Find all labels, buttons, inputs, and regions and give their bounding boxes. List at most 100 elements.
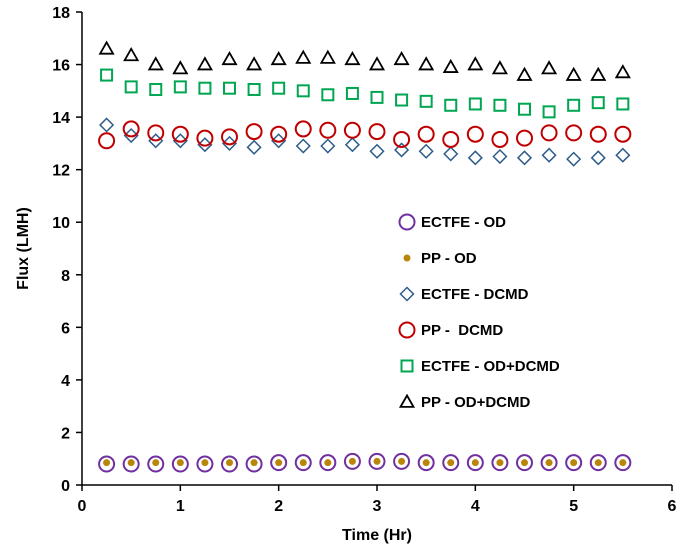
legend-label: PP - OD xyxy=(421,250,477,267)
data-point xyxy=(619,459,627,467)
legend-marker xyxy=(399,286,415,302)
data-point xyxy=(197,137,213,153)
data-point xyxy=(516,150,533,166)
legend-entry: ECTFE - OD xyxy=(398,213,506,231)
data-point xyxy=(247,83,261,97)
data-point xyxy=(419,94,433,108)
series-3 xyxy=(98,120,632,150)
data-point xyxy=(442,454,460,472)
data-point xyxy=(373,457,381,465)
data-point xyxy=(466,454,484,472)
legend-entry: ECTFE - DCMD xyxy=(399,286,529,303)
data-point xyxy=(493,98,507,112)
data-point xyxy=(393,130,411,148)
data-point xyxy=(589,454,607,472)
data-point xyxy=(343,121,361,139)
legend-entry: ECTFE - OD+DCMD xyxy=(400,358,560,375)
data-point xyxy=(467,150,483,166)
legend-marker xyxy=(398,321,416,339)
data-point xyxy=(99,117,115,133)
data-point xyxy=(221,135,238,151)
data-point xyxy=(614,64,631,79)
data-point xyxy=(542,105,556,119)
data-point xyxy=(565,66,582,81)
data-point xyxy=(444,98,458,112)
legend-label: ECTFE - DCMD xyxy=(421,286,529,303)
data-point xyxy=(565,124,583,142)
x-tick-label: 0 xyxy=(78,498,87,515)
data-point xyxy=(123,47,140,62)
data-point xyxy=(245,455,263,473)
data-point xyxy=(567,98,581,112)
data-point xyxy=(393,50,410,66)
data-point xyxy=(196,56,213,71)
data-point xyxy=(417,454,435,472)
data-point xyxy=(368,452,386,470)
data-point xyxy=(541,60,558,75)
data-point xyxy=(615,147,631,163)
data-point xyxy=(294,454,312,472)
data-point xyxy=(100,68,114,82)
data-point xyxy=(541,147,557,163)
data-point xyxy=(319,454,337,472)
data-point xyxy=(103,459,111,467)
data-point xyxy=(122,455,140,473)
data-point xyxy=(299,459,307,467)
data-point xyxy=(545,459,553,467)
data-point xyxy=(590,66,607,81)
x-tick-label: 2 xyxy=(274,498,283,515)
data-point xyxy=(447,459,455,467)
data-point xyxy=(471,459,479,467)
series-5 xyxy=(98,40,631,81)
data-point xyxy=(201,459,209,467)
y-tick-label: 8 xyxy=(61,268,70,285)
data-point xyxy=(417,125,435,143)
data-point xyxy=(124,80,138,94)
data-point xyxy=(221,455,238,473)
data-point xyxy=(246,139,262,155)
data-point xyxy=(422,459,430,467)
data-point xyxy=(123,127,139,144)
data-point xyxy=(221,50,238,66)
data-point xyxy=(294,120,312,138)
y-tick-label: 10 xyxy=(52,215,70,232)
data-point xyxy=(570,459,578,467)
data-point xyxy=(516,454,533,472)
y-axis-title: Flux (LMH) xyxy=(15,207,32,290)
data-point xyxy=(127,459,135,467)
data-point xyxy=(467,56,484,71)
legend-marker xyxy=(403,254,411,262)
data-point xyxy=(614,454,632,472)
data-point xyxy=(122,120,140,138)
y-tick-label: 12 xyxy=(52,163,70,180)
data-point xyxy=(270,50,287,66)
data-marks xyxy=(98,40,632,473)
legend-entry: PP - DCMD xyxy=(398,321,503,339)
data-point xyxy=(468,97,482,111)
data-point xyxy=(393,452,411,470)
data-point xyxy=(368,123,386,141)
data-point xyxy=(491,454,509,472)
data-point xyxy=(198,81,212,95)
data-point xyxy=(319,49,336,64)
data-point xyxy=(343,452,361,470)
data-point xyxy=(540,124,558,142)
data-point xyxy=(496,459,504,467)
data-point xyxy=(221,128,238,146)
data-point xyxy=(491,130,509,148)
data-point xyxy=(443,146,459,162)
x-tick-label: 5 xyxy=(569,498,578,515)
data-point xyxy=(370,90,384,104)
data-point xyxy=(245,123,263,141)
data-point xyxy=(173,80,187,94)
data-point xyxy=(491,60,508,75)
data-point xyxy=(223,81,236,95)
data-point xyxy=(540,454,558,472)
data-point xyxy=(418,56,435,71)
legend-marker xyxy=(398,393,416,408)
data-point xyxy=(324,459,332,467)
x-tick-label: 1 xyxy=(176,498,185,515)
data-point xyxy=(272,81,286,95)
y-tick-label: 16 xyxy=(52,58,70,75)
